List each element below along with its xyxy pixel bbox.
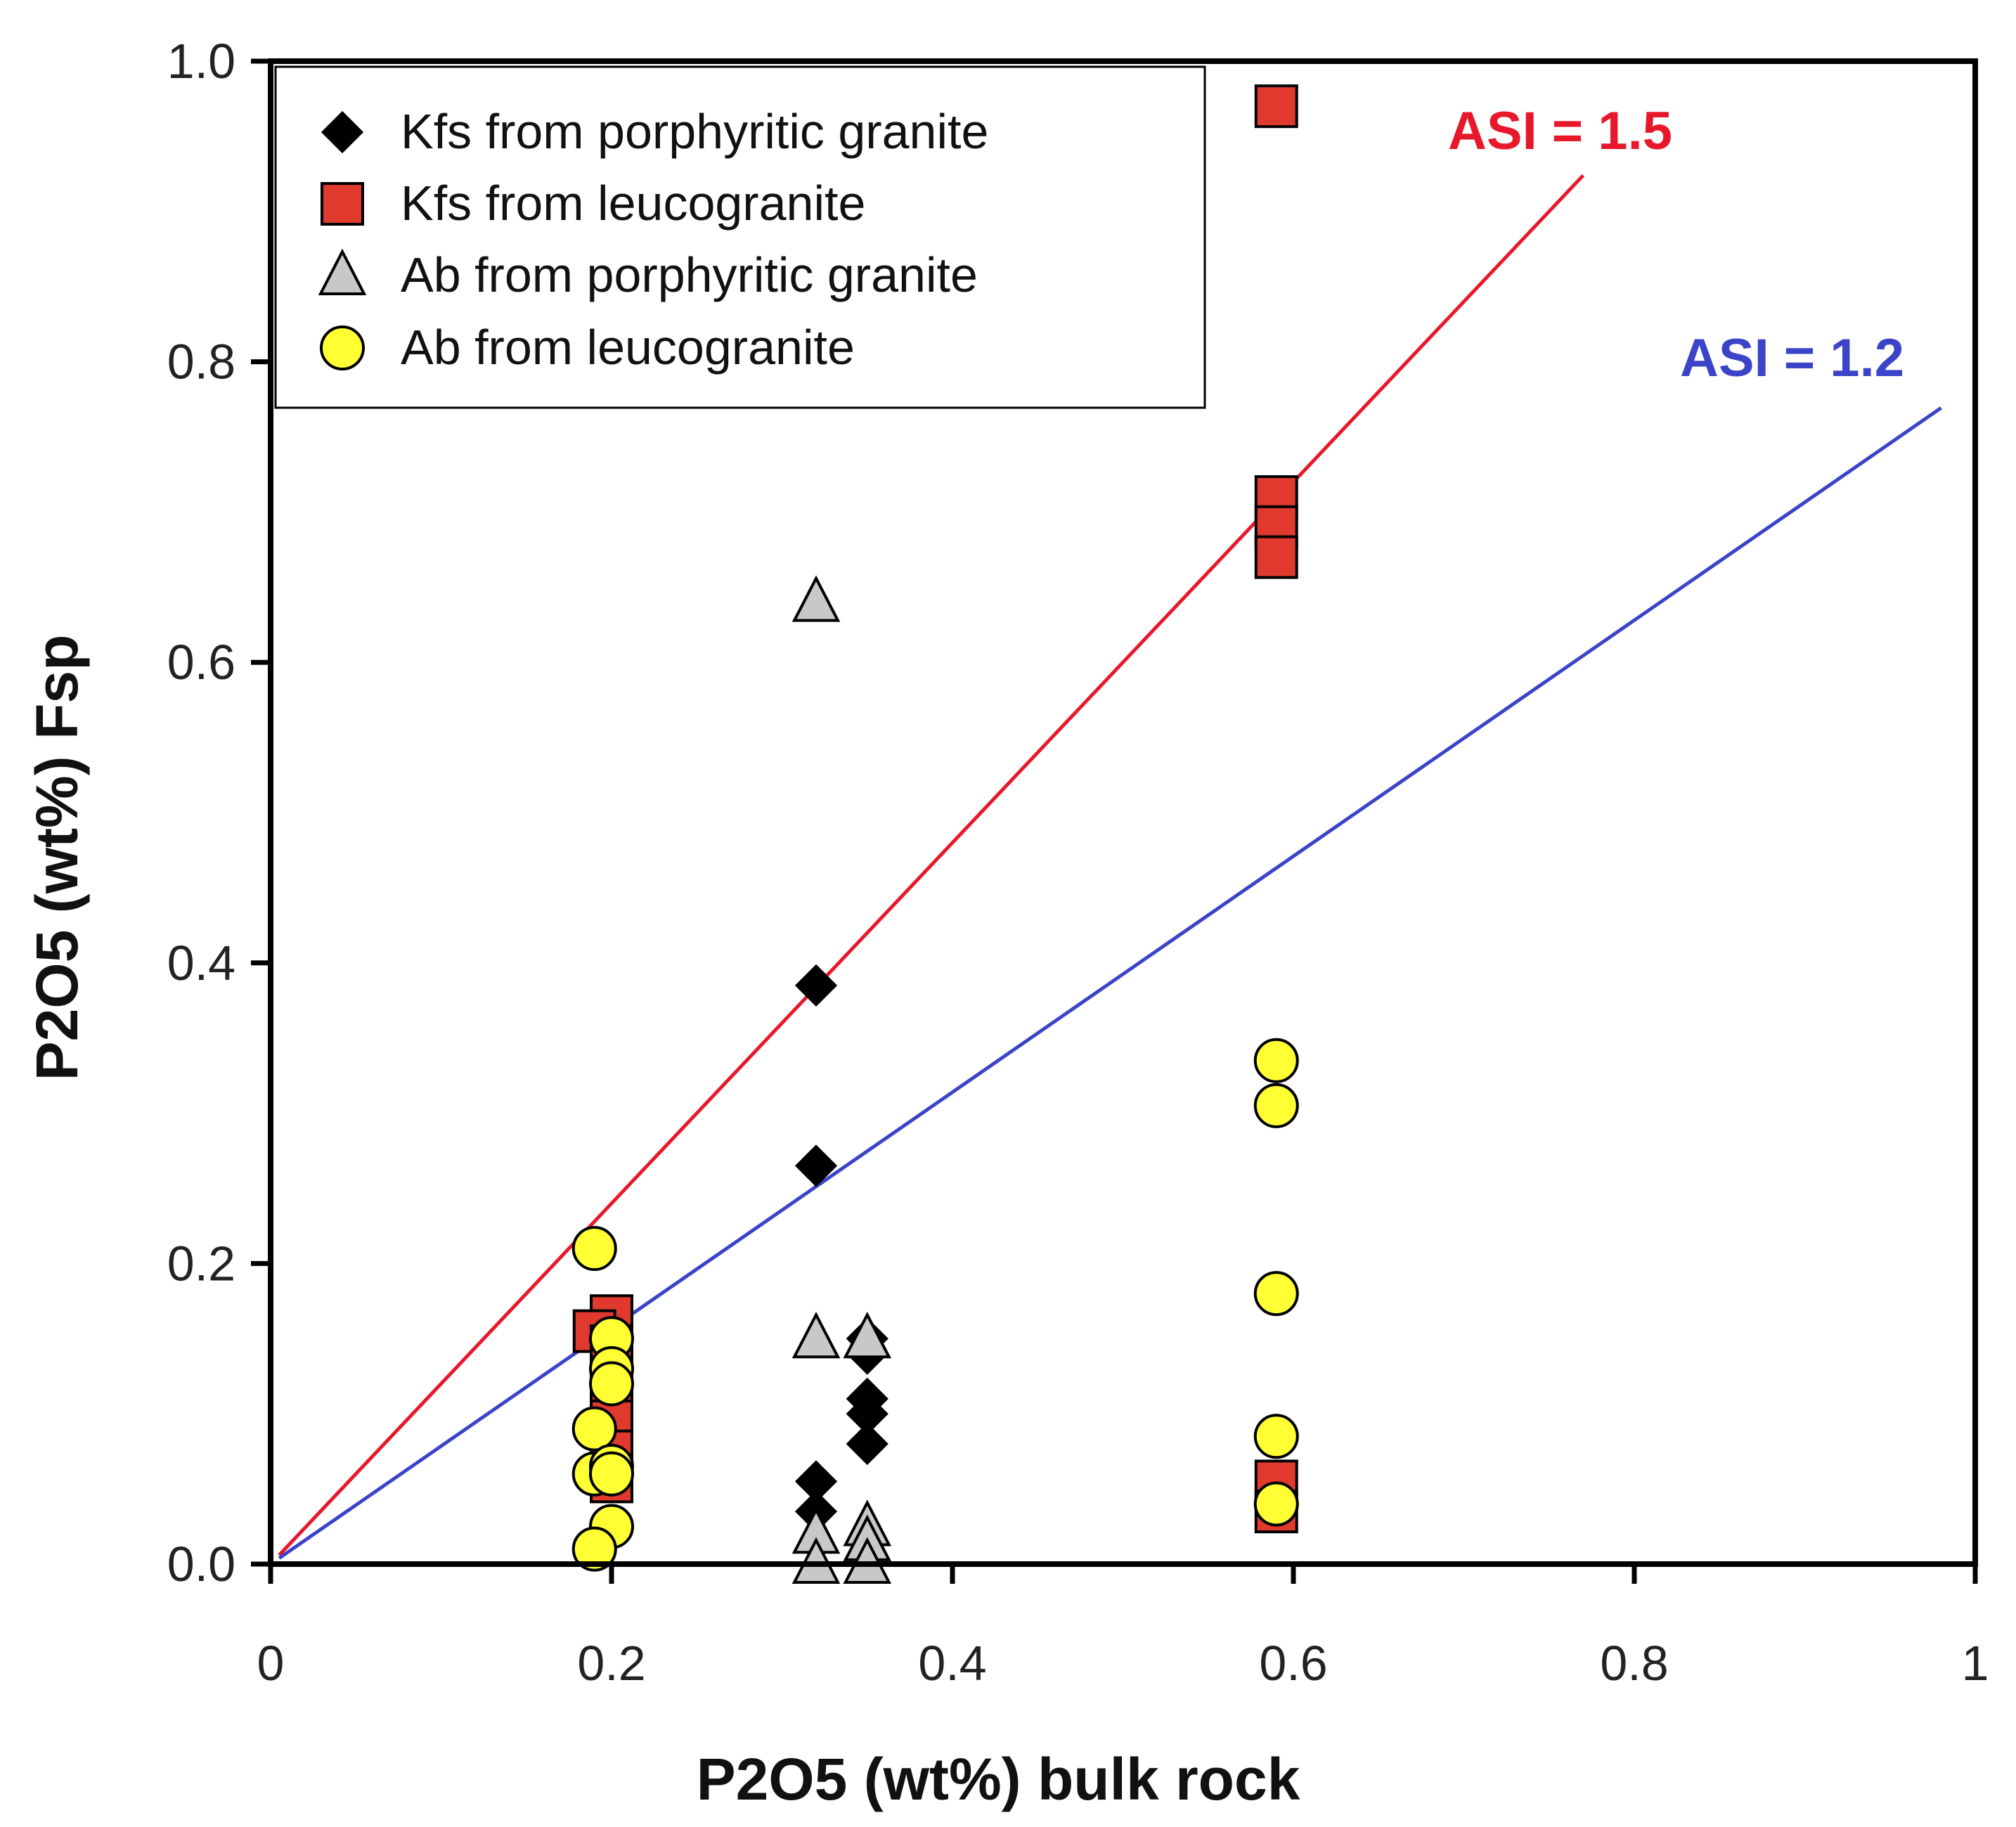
- legend-label-kfs-porphyritic: Kfs from porphyritic granite: [401, 104, 988, 159]
- reference-lines-layer: [278, 174, 1942, 1560]
- kfs-porphyritic-point: [846, 1422, 889, 1466]
- ab-leucogranite-point: [1253, 1481, 1299, 1527]
- kfs-porphyritic-point: [794, 964, 838, 1007]
- y-tick-label: 0.4: [167, 936, 235, 990]
- ab-leucogranite-point: [589, 1451, 634, 1497]
- plot-frame: [268, 58, 1978, 1567]
- x-tick-label: 0: [257, 1636, 285, 1691]
- x-tick-label: 1: [1962, 1636, 1989, 1691]
- y-tick-label: 0.8: [167, 335, 235, 389]
- x-tick-label: 0.2: [577, 1636, 645, 1691]
- ticks-layer: 0 0.2 0.4 0.6 0.8 1 0.0 0.2 0.4 0.6 0.8 1.0: [167, 34, 1989, 1691]
- reference-line: [278, 406, 1942, 1560]
- legend-triangle-icon: [318, 248, 367, 295]
- ab-leucogranite-point: [589, 1361, 634, 1407]
- kfs-leucogranite-point: [1254, 84, 1298, 129]
- ab-leucogranite-point: [571, 1406, 617, 1452]
- x-tick-label: 0.8: [1600, 1636, 1668, 1691]
- legend-markers: [318, 110, 367, 370]
- legend-label-kfs-leucogranite: Kfs from leucogranite: [401, 176, 865, 231]
- ab-leucogranite-point: [571, 1226, 617, 1272]
- ab-leucogranite-point: [1253, 1038, 1299, 1083]
- reference-line: [278, 174, 1585, 1556]
- legend-diamond-icon: [321, 110, 364, 154]
- ab-porphyritic-point: [791, 1311, 841, 1359]
- data-points-layer: [571, 84, 1299, 1584]
- legend: Kfs from porphyritic granite Kfs from le…: [274, 65, 1206, 409]
- legend-square-icon: [321, 182, 364, 226]
- ab-leucogranite-point: [571, 1526, 617, 1572]
- ab-leucogranite-point: [1253, 1271, 1299, 1317]
- asi-1-5-label: ASI = 1.5: [1448, 101, 1672, 161]
- x-tick-label: 0.6: [1259, 1636, 1327, 1691]
- y-tick-label: 1.0: [167, 34, 235, 89]
- y-axis-title: P2O5 (wt%) Fsp: [24, 635, 90, 1081]
- x-axis-title: P2O5 (wt%) bulk rock: [697, 1746, 1300, 1812]
- y-tick-label: 0.2: [167, 1236, 235, 1291]
- ab-leucogranite-point: [1253, 1083, 1299, 1128]
- ab-leucogranite-point: [1253, 1414, 1299, 1459]
- kfs-porphyritic-point: [794, 1144, 838, 1187]
- ab-porphyritic-point: [791, 575, 841, 622]
- x-tick-label: 0.4: [918, 1636, 986, 1691]
- kfs-leucogranite-point: [1254, 535, 1298, 579]
- ab-porphyritic-point: [843, 1311, 892, 1359]
- y-tick-label: 0.0: [167, 1537, 235, 1592]
- legend-label-ab-leucogranite: Ab from leucogranite: [401, 320, 855, 375]
- legend-box: [274, 65, 1206, 409]
- legend-circle-icon: [320, 325, 365, 370]
- y-tick-label: 0.6: [167, 635, 235, 690]
- asi-1-2-label: ASI = 1.2: [1680, 328, 1904, 388]
- legend-label-ab-porphyritic: Ab from porphyritic granite: [401, 247, 978, 302]
